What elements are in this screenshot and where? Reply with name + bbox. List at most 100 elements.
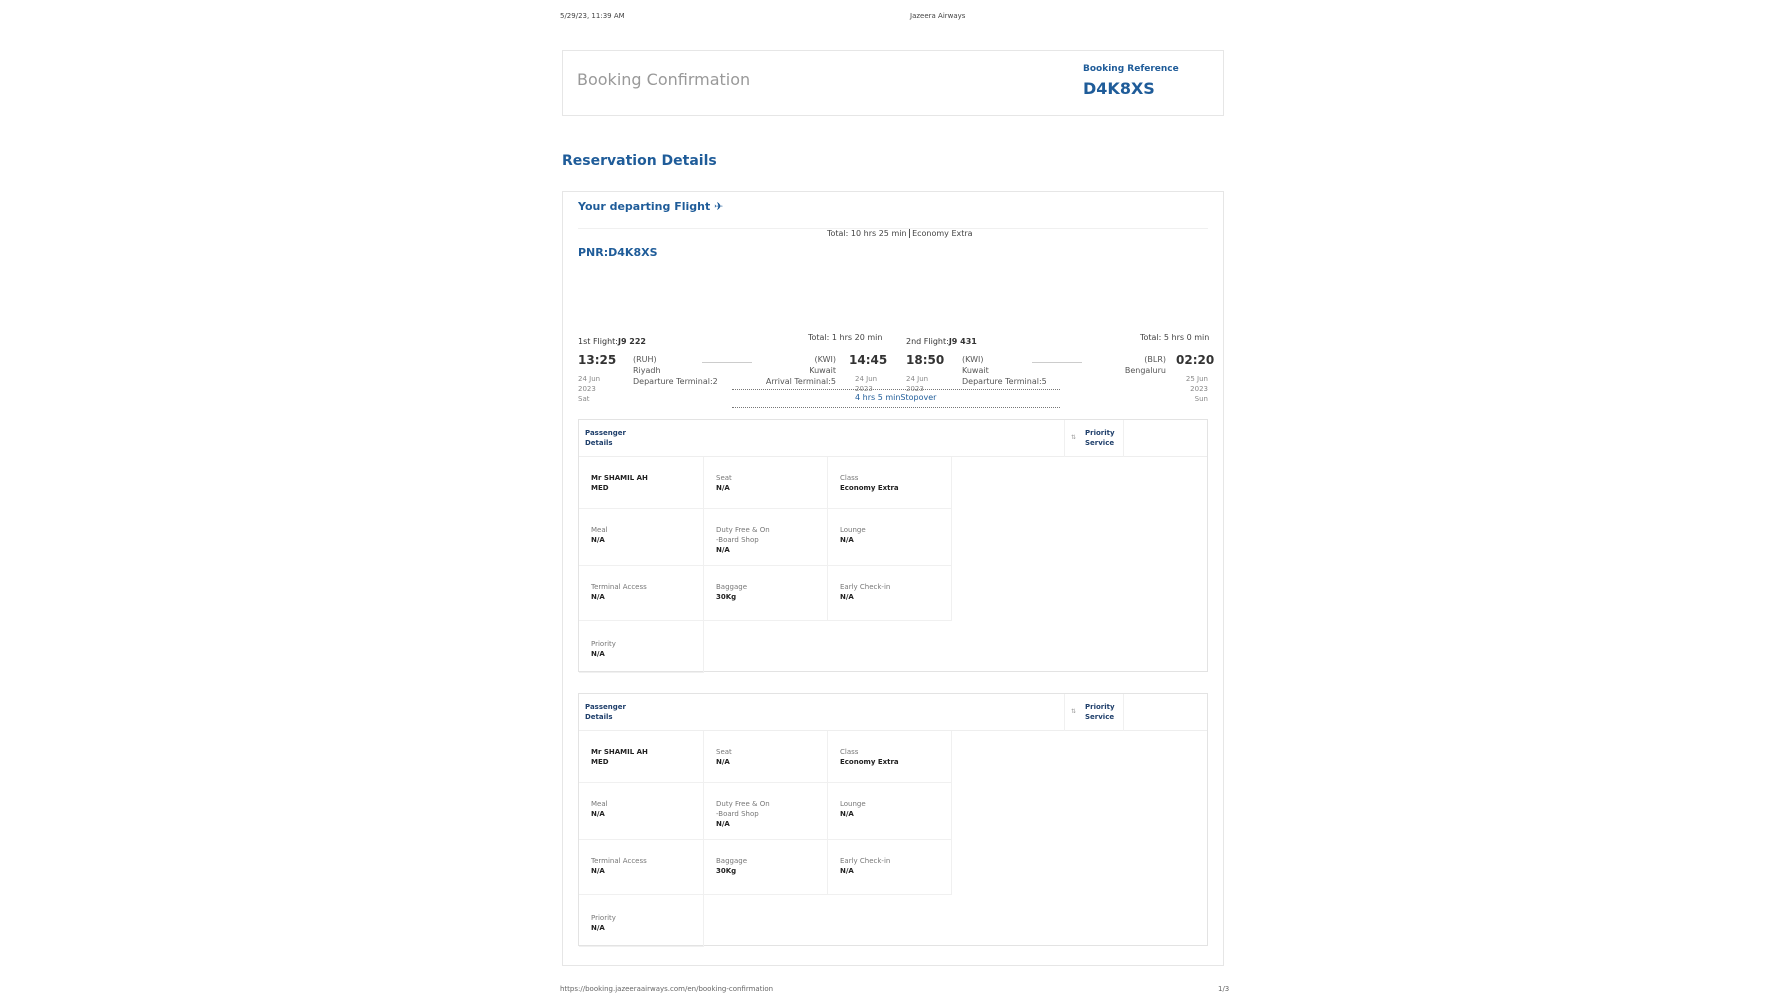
field-value: N/A (716, 758, 730, 766)
field-value: N/A (840, 810, 854, 818)
field-value: N/A (591, 867, 605, 875)
passenger-name: Mr SHAMIL AH MED (591, 748, 648, 766)
flight-1-arr-info: (KWI) Kuwait Arrival Terminal:5 (765, 355, 836, 386)
field-cell: Baggage 30Kg (704, 566, 828, 621)
field-value: N/A (840, 536, 854, 544)
flight-1-dep-time: 13:25 (578, 353, 617, 367)
sort-icon: ⇅ (1071, 434, 1077, 441)
field-label: Baggage (716, 857, 748, 865)
field-value: N/A (591, 650, 605, 658)
stopover: 4 hrs 5 minStopover (855, 393, 937, 402)
passenger-details-label: Passenger Details (585, 429, 626, 447)
field-label: Duty Free & On-Board Shop (716, 526, 770, 544)
passenger-box: Passenger Details ⇅ Priority Service Mr SHA… (578, 419, 1208, 673)
field-value: N/A (840, 867, 854, 875)
passenger-name: Mr SHAMIL AH MED (591, 474, 648, 492)
passenger-name-cell: Mr SHAMIL AH MED (579, 731, 704, 783)
field-label: Class (840, 748, 859, 756)
pnr: PNR:D4K8XS (578, 246, 658, 259)
flight-card (562, 191, 1224, 966)
field-value: N/A (716, 820, 730, 828)
field-value: N/A (591, 593, 605, 601)
field-cell: Seat N/A (704, 731, 828, 783)
field-label: Seat (716, 474, 732, 482)
priority-service-tab[interactable]: ⇅ Priority Service (1064, 694, 1124, 731)
passenger-header: Passenger Details ⇅ Priority Service (579, 420, 1207, 457)
field-label: Priority (591, 640, 616, 648)
field-cell: Duty Free & On-Board Shop N/A (704, 509, 828, 566)
priority-service-label: Priority Service (1085, 703, 1115, 721)
field-cell: Priority N/A (579, 895, 704, 947)
booking-ref: D4K8XS (1083, 79, 1155, 98)
flight-1-arr-date: 24 Jun 2023 (855, 375, 878, 393)
field-label: Early Check-in (840, 583, 891, 591)
print-datetime: 5/29/23, 11:39 AM (560, 12, 625, 20)
field-cell: Early Check-in N/A (828, 840, 952, 895)
trip-summary: Total: 10 hrs 25 min Economy Extra (827, 229, 973, 238)
booking-title: Booking Confirmation (577, 70, 751, 89)
field-value: N/A (591, 810, 605, 818)
passenger-header: Passenger Details ⇅ Priority Service (579, 694, 1207, 731)
field-cell: Priority N/A (579, 621, 704, 673)
field-label: Lounge (840, 800, 866, 808)
flight-1-dep-info: (RUH) Riyadh Departure Terminal:2 (633, 355, 718, 386)
passenger-details-label: Passenger Details (585, 703, 626, 721)
page-number: 1/3 (1218, 985, 1230, 993)
field-cell: Meal N/A (579, 509, 704, 566)
booking-ref-label: Booking Reference (1083, 64, 1179, 74)
print-url: https://booking.jazeeraairways.com/en/bo… (560, 985, 774, 993)
flight-2-arr-date: 25 Jun 2023 Sun (1185, 375, 1208, 403)
field-cell: Terminal Access N/A (579, 840, 704, 895)
field-value: N/A (840, 593, 854, 601)
departing-heading: Your departing Flight ✈ (578, 200, 724, 213)
field-label: Lounge (840, 526, 866, 534)
field-label: Class (840, 474, 859, 482)
field-label: Duty Free & On-Board Shop (716, 800, 770, 818)
flight-1-arr-time: 14:45 (849, 353, 888, 367)
flight-2-label: 2nd Flight:J9 431 (906, 337, 977, 346)
flight-2-total: Total: 5 hrs 0 min (1140, 333, 1210, 342)
passenger-name-cell: Mr SHAMIL AH MED (579, 457, 704, 509)
priority-service-tab[interactable]: ⇅ Priority Service (1064, 420, 1124, 457)
flight-2-dep-time: 18:50 (906, 353, 945, 367)
flight-2-arr-time: 02:20 (1176, 353, 1215, 367)
field-cell: Seat N/A (704, 457, 828, 509)
trip-total: Total: 10 hrs 25 min (827, 229, 907, 238)
flight-2-dep-date: 24 Jun 2023 (906, 375, 929, 393)
passenger-box: Passenger Details ⇅ Priority Service Mr SHA… (578, 693, 1208, 947)
field-label: Priority (591, 914, 616, 922)
print-title: Jazeera Airways (910, 12, 966, 20)
field-value: Economy Extra (840, 758, 899, 766)
field-cell: Baggage 30Kg (704, 840, 828, 895)
field-cell: Early Check-in N/A (828, 566, 952, 621)
field-label: Terminal Access (591, 857, 647, 865)
priority-service-label: Priority Service (1085, 429, 1115, 447)
field-cell: Class Economy Extra (828, 731, 952, 783)
field-value: 30Kg (716, 593, 737, 601)
section-title: Reservation Details (562, 153, 717, 169)
trip-class: Economy Extra (909, 229, 973, 238)
field-value: N/A (716, 484, 730, 492)
field-value: N/A (716, 546, 730, 554)
sort-icon: ⇅ (1071, 708, 1077, 715)
field-label: Seat (716, 748, 732, 756)
flight-2-dep-info: (KWI) Kuwait Departure Terminal:5 (962, 355, 1047, 386)
field-label: Early Check-in (840, 857, 891, 865)
flight-2-arr-info: (BLR) Bengaluru (1124, 355, 1166, 375)
field-label: Terminal Access (591, 583, 647, 591)
field-cell: Lounge N/A (828, 509, 952, 566)
field-cell: Duty Free & On-Board Shop N/A (704, 783, 828, 840)
field-value: N/A (591, 924, 605, 932)
booking-header: Booking Confirmation Booking Reference D… (562, 50, 1224, 116)
field-value: N/A (591, 536, 605, 544)
field-label: Meal (591, 800, 608, 808)
field-cell: Terminal Access N/A (579, 566, 704, 621)
field-value: 30Kg (716, 867, 737, 875)
field-cell: Lounge N/A (828, 783, 952, 840)
flight-1-total: Total: 1 hrs 20 min (808, 333, 883, 342)
field-value: Economy Extra (840, 484, 899, 492)
flight-1-dep-date: 24 Jun 2023 Sat (578, 375, 601, 403)
field-label: Meal (591, 526, 608, 534)
flight-1-label: 1st Flight:J9 222 (578, 337, 646, 346)
field-label: Baggage (716, 583, 748, 591)
